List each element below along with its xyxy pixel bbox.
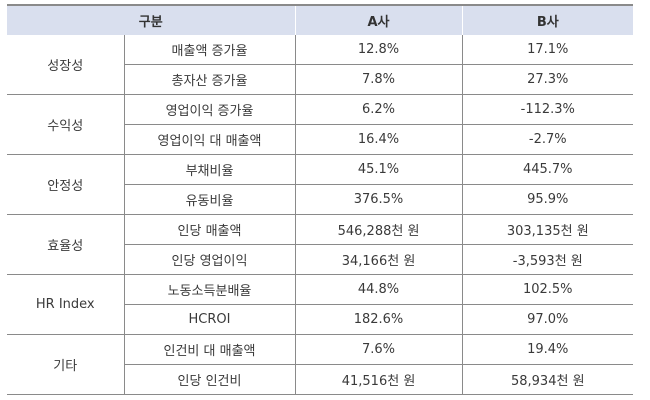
metric-cell: 부채비율 bbox=[123, 154, 296, 185]
category-cell: 수익성 bbox=[7, 94, 124, 155]
value-b-cell: 95.9% bbox=[461, 184, 634, 215]
table-row: 인당 인건비 41,516천 원 58,934천 원 bbox=[7, 364, 634, 395]
metric-cell: 인당 영업이익 bbox=[123, 244, 296, 275]
category-cell: 효율성 bbox=[7, 214, 124, 275]
value-b-cell: 445.7% bbox=[461, 154, 634, 185]
header-category: 구분 bbox=[7, 5, 296, 35]
table-row: 유동비율 376.5% 95.9% bbox=[7, 184, 634, 215]
value-a-cell: 6.2% bbox=[294, 94, 463, 125]
metric-cell: 매출액 증가율 bbox=[123, 35, 296, 65]
table-row: 안정성 부채비율 45.1% 445.7% bbox=[7, 154, 634, 215]
header-row: 구분 A사 B사 bbox=[7, 5, 634, 35]
header-company-b: B사 bbox=[461, 5, 634, 35]
table-row: 인당 영업이익 34,166천 원 -3,593천 원 bbox=[7, 244, 634, 275]
table-row: 성장성 매출액 증가율 12.8% 17.1% bbox=[7, 35, 634, 95]
value-b-cell: -3,593천 원 bbox=[461, 244, 634, 275]
value-a-cell: 16.4% bbox=[294, 124, 463, 155]
value-b-cell: 97.0% bbox=[461, 304, 634, 335]
metric-cell: 영업이익 대 매출액 bbox=[123, 124, 296, 155]
table-row: HR Index 노동소득분배율 44.8% 102.5% bbox=[7, 274, 634, 335]
header-company-a: A사 bbox=[294, 5, 463, 35]
value-a-cell: 376.5% bbox=[294, 184, 463, 215]
value-b-cell: -112.3% bbox=[461, 94, 634, 125]
value-a-cell: 45.1% bbox=[294, 154, 463, 185]
table-row: 영업이익 대 매출액 16.4% -2.7% bbox=[7, 124, 634, 155]
value-b-cell: 102.5% bbox=[461, 274, 634, 305]
value-a-cell: 7.8% bbox=[294, 64, 463, 95]
value-b-cell: 19.4% bbox=[461, 334, 634, 365]
category-cell: 안정성 bbox=[7, 154, 124, 215]
financial-comparison-table: 구분 A사 B사 성장성 매출액 증가율 12.8% 17.1% 총자산 증가율… bbox=[7, 4, 634, 395]
table-row: 총자산 증가율 7.8% 27.3% bbox=[7, 64, 634, 95]
table-row: 수익성 영업이익 증가율 6.2% -112.3% bbox=[7, 94, 634, 155]
table-row: 효율성 인당 매출액 546,288천 원 303,135천 원 bbox=[7, 214, 634, 275]
metric-cell: 인당 인건비 bbox=[123, 364, 296, 395]
value-b-cell: 27.3% bbox=[461, 64, 634, 95]
table-row: 기타 인건비 대 매출액 7.6% 19.4% bbox=[7, 334, 634, 395]
value-a-cell: 41,516천 원 bbox=[294, 364, 463, 395]
metric-cell: 유동비율 bbox=[123, 184, 296, 215]
metric-cell: 인건비 대 매출액 bbox=[123, 334, 296, 365]
category-cell: 기타 bbox=[7, 334, 124, 395]
category-cell: HR Index bbox=[7, 274, 124, 335]
metric-cell: 노동소득분배율 bbox=[123, 274, 296, 305]
metric-cell: 총자산 증가율 bbox=[123, 64, 296, 95]
value-b-cell: -2.7% bbox=[461, 124, 634, 155]
value-a-cell: 34,166천 원 bbox=[294, 244, 463, 275]
category-cell: 성장성 bbox=[7, 35, 124, 95]
metric-cell: HCROI bbox=[123, 304, 296, 335]
metric-cell: 인당 매출액 bbox=[123, 214, 296, 245]
value-a-cell: 7.6% bbox=[294, 334, 463, 365]
metric-cell: 영업이익 증가율 bbox=[123, 94, 296, 125]
value-a-cell: 12.8% bbox=[294, 35, 463, 65]
value-a-cell: 182.6% bbox=[294, 304, 463, 335]
value-a-cell: 546,288천 원 bbox=[294, 214, 463, 245]
value-b-cell: 303,135천 원 bbox=[461, 214, 634, 245]
value-a-cell: 44.8% bbox=[294, 274, 463, 305]
value-b-cell: 58,934천 원 bbox=[461, 364, 634, 395]
table-row: HCROI 182.6% 97.0% bbox=[7, 304, 634, 335]
value-b-cell: 17.1% bbox=[461, 35, 634, 65]
